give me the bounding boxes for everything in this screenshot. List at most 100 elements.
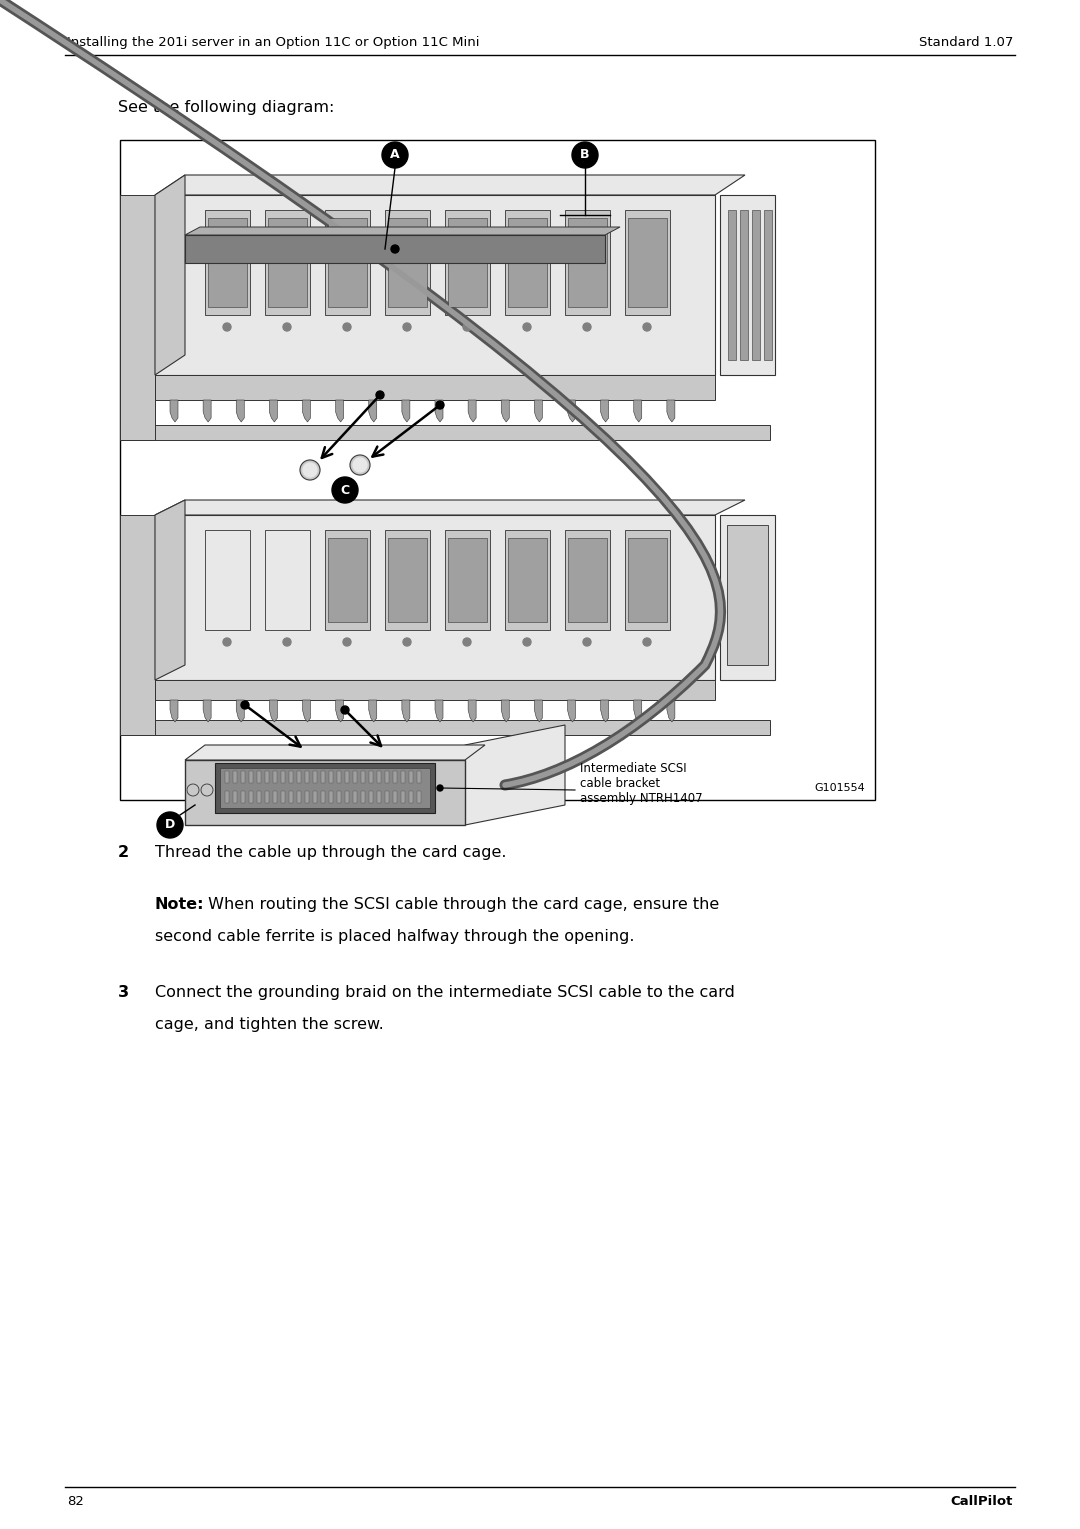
Polygon shape — [448, 219, 487, 307]
Polygon shape — [402, 401, 410, 422]
Polygon shape — [257, 790, 261, 803]
Polygon shape — [185, 226, 620, 235]
Polygon shape — [384, 209, 430, 315]
Polygon shape — [445, 209, 490, 315]
Polygon shape — [289, 790, 293, 803]
Text: Connect the grounding braid on the intermediate SCSI cable to the card: Connect the grounding braid on the inter… — [156, 985, 734, 1000]
Polygon shape — [634, 401, 642, 422]
Polygon shape — [185, 760, 465, 826]
Text: Intermediate SCSI: Intermediate SCSI — [580, 761, 687, 775]
Polygon shape — [377, 771, 381, 783]
Polygon shape — [393, 790, 397, 803]
Polygon shape — [156, 500, 185, 680]
Circle shape — [283, 638, 291, 645]
Polygon shape — [720, 515, 775, 680]
Polygon shape — [409, 790, 413, 803]
Text: 82: 82 — [67, 1495, 84, 1508]
Polygon shape — [203, 700, 211, 722]
Polygon shape — [313, 771, 318, 783]
Polygon shape — [328, 219, 367, 307]
Circle shape — [187, 784, 199, 797]
Polygon shape — [368, 700, 377, 722]
Polygon shape — [666, 401, 675, 422]
Polygon shape — [501, 700, 510, 722]
Polygon shape — [535, 401, 542, 422]
Polygon shape — [393, 771, 397, 783]
Polygon shape — [353, 790, 357, 803]
Circle shape — [436, 401, 444, 408]
Text: A: A — [390, 148, 400, 162]
Polygon shape — [388, 219, 427, 307]
Polygon shape — [336, 401, 343, 422]
Polygon shape — [600, 700, 609, 722]
Polygon shape — [265, 209, 310, 315]
Polygon shape — [568, 538, 607, 622]
Polygon shape — [120, 515, 156, 735]
Polygon shape — [337, 790, 341, 803]
Text: C: C — [340, 483, 350, 497]
Polygon shape — [361, 790, 365, 803]
Polygon shape — [329, 771, 333, 783]
Circle shape — [391, 245, 399, 252]
Text: See the following diagram:: See the following diagram: — [118, 99, 335, 115]
Polygon shape — [627, 219, 667, 307]
Circle shape — [643, 323, 651, 330]
Text: D: D — [165, 818, 175, 832]
Circle shape — [222, 323, 231, 330]
Polygon shape — [257, 771, 261, 783]
Polygon shape — [170, 700, 178, 722]
Circle shape — [341, 706, 349, 714]
Polygon shape — [241, 790, 245, 803]
Polygon shape — [156, 500, 745, 515]
Text: Standard 1.07: Standard 1.07 — [919, 37, 1013, 49]
Polygon shape — [600, 401, 609, 422]
Text: B: B — [580, 148, 590, 162]
Polygon shape — [225, 790, 229, 803]
Text: Note:: Note: — [156, 898, 204, 911]
Polygon shape — [170, 401, 178, 422]
Polygon shape — [273, 771, 276, 783]
Circle shape — [463, 638, 471, 645]
Polygon shape — [764, 209, 772, 359]
Circle shape — [643, 638, 651, 645]
Polygon shape — [297, 771, 301, 783]
Polygon shape — [740, 209, 748, 359]
Polygon shape — [468, 700, 476, 722]
Polygon shape — [634, 700, 642, 722]
Circle shape — [332, 477, 357, 503]
Polygon shape — [269, 401, 278, 422]
Polygon shape — [220, 768, 430, 807]
Polygon shape — [249, 771, 253, 783]
Text: assembly NTRH1407: assembly NTRH1407 — [580, 792, 703, 804]
Polygon shape — [402, 700, 410, 722]
Polygon shape — [625, 209, 670, 315]
Circle shape — [463, 323, 471, 330]
Polygon shape — [329, 790, 333, 803]
Polygon shape — [233, 790, 237, 803]
Polygon shape — [302, 401, 311, 422]
Polygon shape — [567, 700, 576, 722]
Circle shape — [222, 638, 231, 645]
Polygon shape — [468, 401, 476, 422]
Circle shape — [201, 784, 213, 797]
Polygon shape — [156, 174, 745, 196]
Circle shape — [403, 323, 411, 330]
Polygon shape — [345, 790, 349, 803]
Polygon shape — [535, 700, 542, 722]
Circle shape — [283, 323, 291, 330]
Polygon shape — [208, 219, 247, 307]
Polygon shape — [337, 771, 341, 783]
Polygon shape — [268, 219, 307, 307]
Polygon shape — [241, 771, 245, 783]
Polygon shape — [321, 771, 325, 783]
Text: cage, and tighten the screw.: cage, and tighten the screw. — [156, 1017, 383, 1032]
Polygon shape — [302, 700, 311, 722]
Polygon shape — [445, 531, 490, 630]
Polygon shape — [465, 725, 565, 826]
Polygon shape — [666, 700, 675, 722]
Polygon shape — [401, 771, 405, 783]
Polygon shape — [401, 790, 405, 803]
Polygon shape — [435, 700, 443, 722]
Polygon shape — [185, 235, 605, 263]
Polygon shape — [505, 531, 550, 630]
